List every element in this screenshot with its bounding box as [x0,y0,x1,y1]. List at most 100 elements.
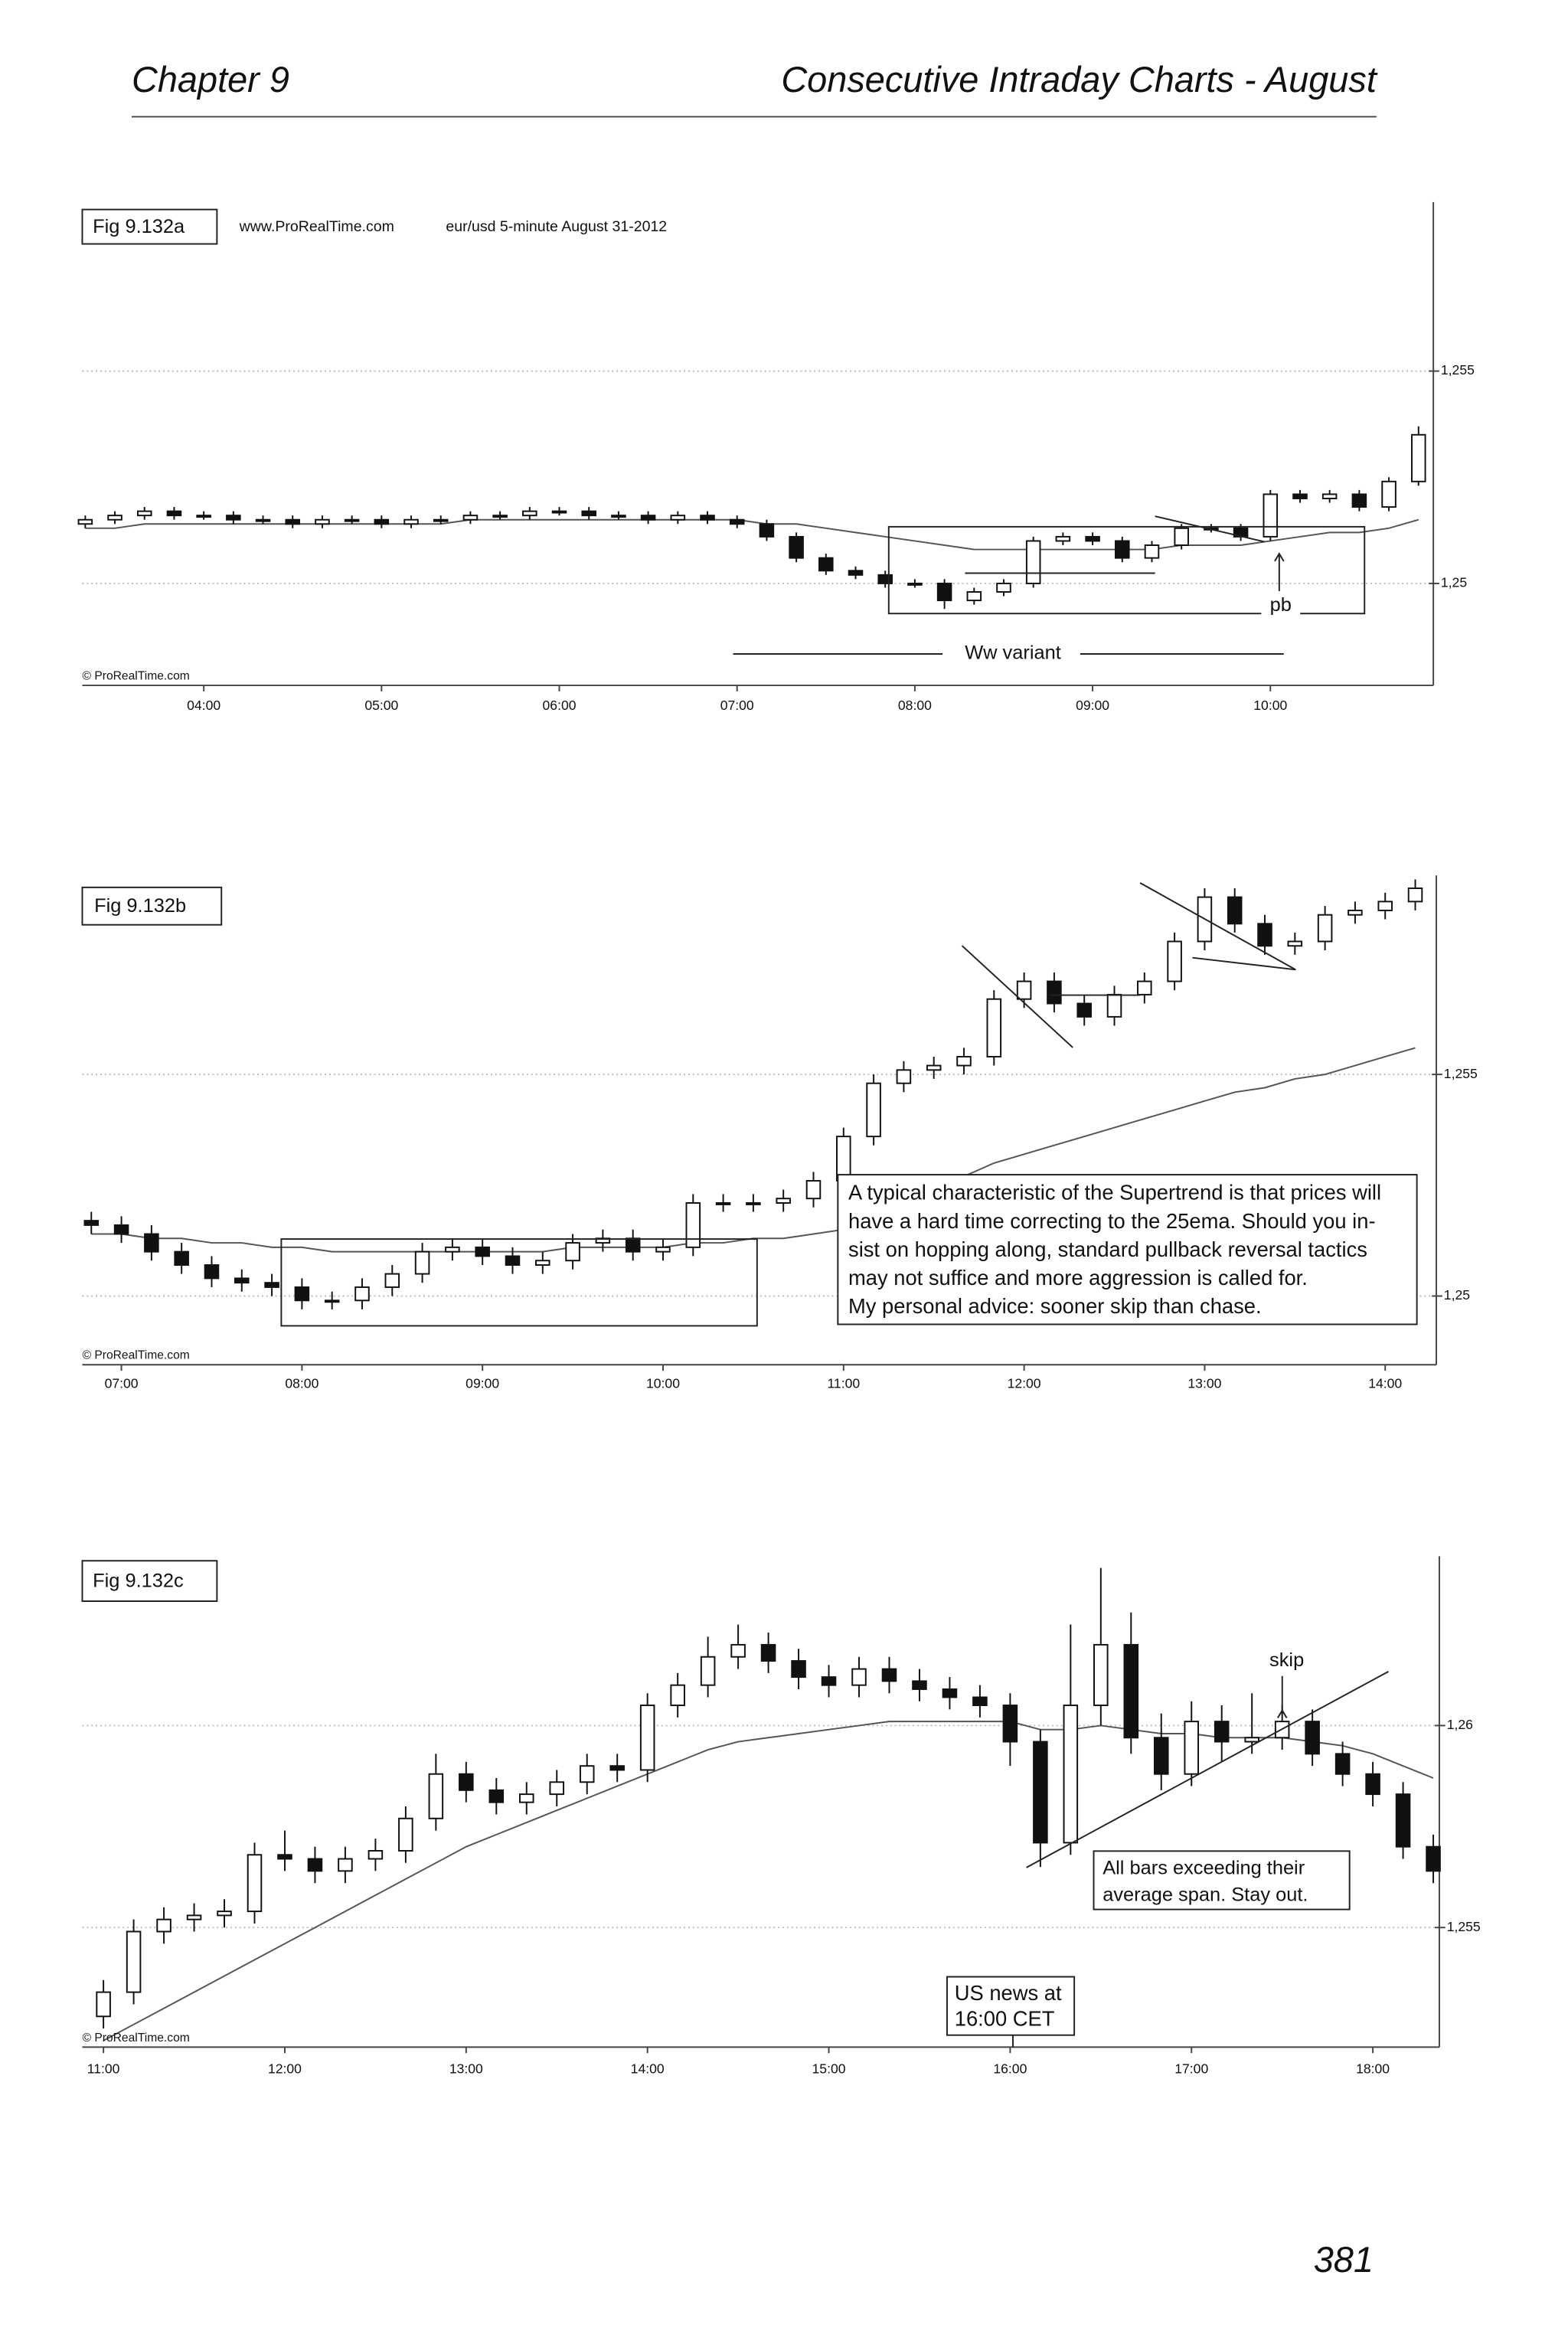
x-tick-label: 09:00 [466,1375,499,1391]
fig-label-box [81,208,218,245]
candle-body [1381,480,1396,508]
y-tick-label: 1,26 [1447,1717,1473,1732]
y-tick-label: 1,25 [1441,575,1467,590]
x-tick-label: 11:00 [87,2061,120,2076]
candle-body [247,1854,263,1913]
fig-label-box [81,1560,218,1602]
x-tick-label: 12:00 [268,2061,302,2076]
candle-body [428,1773,444,1819]
candle-body [414,1250,430,1275]
candle-body [579,1765,595,1783]
candle-body [1144,544,1160,559]
annotation: pb [1270,594,1292,616]
candle-body [640,515,656,521]
candle-body [398,1817,413,1852]
candle-body [1115,540,1130,559]
x-tick-label: 13:00 [1187,1375,1221,1391]
fig-label: Fig 9.132c [93,1570,184,1591]
note-box [1093,1850,1351,1911]
candle-body [1305,1721,1320,1755]
trend-line [1192,956,1296,971]
candle-body [126,1930,142,1993]
note-line: My personal advice: sooner skip than cha… [848,1294,1262,1318]
candle-body [1085,535,1100,542]
candle-body [1411,433,1426,482]
chapter-title: Consecutive Intraday Charts - August [781,60,1378,100]
candle-body [1002,1705,1018,1743]
candle-body [83,1220,100,1226]
candle-body [107,515,122,521]
candle-body [1426,1845,1441,1872]
subtitle: eur/usd 5-minute August 31-2012 [446,218,667,235]
x-tick-label: 14:00 [631,2061,665,2076]
candle-body [1093,1643,1109,1707]
candle-body [315,518,330,525]
candle-body [912,1680,927,1690]
ema-line [103,1721,1434,2041]
note-line: may not suffice and more aggression is c… [848,1266,1308,1290]
candle-body [1348,909,1363,916]
candle-body [1334,1753,1351,1775]
x-tick-label: 05:00 [364,698,398,713]
candle-body [96,1991,111,2018]
candle-body [384,1273,400,1288]
candle-body [433,518,449,522]
candle-body [746,1201,761,1205]
candle-body [1244,1737,1259,1743]
candle-body [966,591,982,602]
pattern-box [887,525,1366,615]
label-bg [1261,595,1301,620]
fig-label: Fig 9.132a [93,216,185,237]
candle-body [1257,923,1272,947]
y-tick-label: 1,255 [1444,1066,1478,1081]
candle-body [881,1668,897,1682]
x-tick-label: 08:00 [898,698,932,713]
candle-body [403,518,419,525]
candle-body [1377,901,1393,911]
trend-line [1139,882,1296,971]
candle-body [1016,980,1032,1000]
candle-body [1214,1721,1230,1743]
candle-body [1123,1643,1139,1739]
candle-body [670,515,686,521]
x-tick-label: 14:00 [1368,1375,1402,1391]
candle-body [492,515,508,518]
candle-body [522,510,537,517]
note-line: have a hard time correcting to the 25ema… [848,1209,1376,1233]
candle-body [805,1180,822,1200]
candle-body [77,518,93,525]
x-tick-label: 04:00 [187,698,220,713]
candle-body [285,518,301,525]
x-tick-label: 12:00 [1008,1375,1041,1391]
watermark: © ProRealTime.com [82,669,189,682]
note-line: All bars exceeding their [1102,1858,1305,1879]
ema-line [85,518,1419,551]
candle-body [896,1069,912,1084]
candle-body [186,1914,202,1920]
candle-body [936,582,952,602]
candle-body [324,1299,340,1303]
candle-body [1263,493,1279,538]
annotation: Ww variant [965,642,1061,664]
candle-body [1167,940,1182,982]
note-line: average span. Stay out. [1102,1884,1308,1906]
candle-body [551,510,567,514]
candle-body [344,518,360,522]
x-tick-label: 08:00 [285,1375,318,1391]
candle-body [789,535,804,559]
x-tick-label: 09:00 [1076,698,1109,713]
note-line: US news at [955,1981,1062,2005]
x-tick-label: 11:00 [827,1375,860,1391]
candle-body [986,998,1002,1057]
note-line: A typical characteristic of the Supertre… [848,1181,1381,1205]
candle-body [196,515,211,518]
candle-body [156,1918,172,1933]
fig-label: Fig 9.132b [94,895,186,917]
candle-body [535,1260,550,1266]
candle-body [760,1643,776,1662]
candle-body [462,515,479,521]
candle-body [1351,493,1367,508]
candle-body [226,515,241,521]
candle-body [1137,980,1152,995]
